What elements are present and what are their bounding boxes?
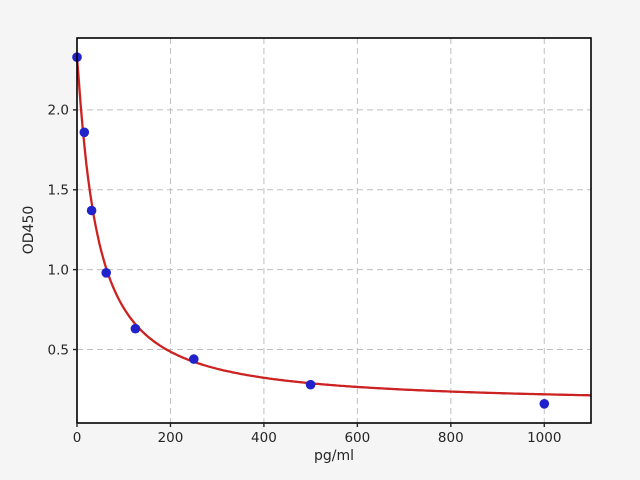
data-point xyxy=(539,399,550,409)
x-tick-label: 200 xyxy=(158,430,184,446)
data-point xyxy=(86,205,97,216)
data-points xyxy=(72,52,550,409)
x-axis-label: pg/ml xyxy=(314,448,354,464)
grid-lines xyxy=(77,38,591,423)
y-axis-label: OD450 xyxy=(21,206,37,255)
x-tick-label: 400 xyxy=(251,430,277,446)
data-point xyxy=(79,127,90,138)
fit-curve-line xyxy=(75,57,591,397)
x-tick-label: 1000 xyxy=(527,430,561,446)
axis-tick-labels: 0 200 400 600 800 1000 0.5 1.0 1.5 2.0 xyxy=(48,103,562,446)
x-tick-label: 800 xyxy=(438,430,464,446)
data-point xyxy=(130,323,141,334)
data-point xyxy=(101,268,111,278)
y-tick-label: 1.0 xyxy=(48,262,69,278)
x-tick-label: 600 xyxy=(344,430,370,446)
x-tick-label: 0 xyxy=(73,430,82,446)
y-tick-label: 2.0 xyxy=(48,103,69,119)
y-tick-label: 1.5 xyxy=(48,183,69,199)
plot-area xyxy=(77,38,591,423)
data-point xyxy=(305,379,316,390)
axis-ticks xyxy=(73,109,545,427)
axes-spines xyxy=(76,37,592,424)
data-point xyxy=(189,354,199,364)
y-tick-label: 0.5 xyxy=(48,342,69,358)
